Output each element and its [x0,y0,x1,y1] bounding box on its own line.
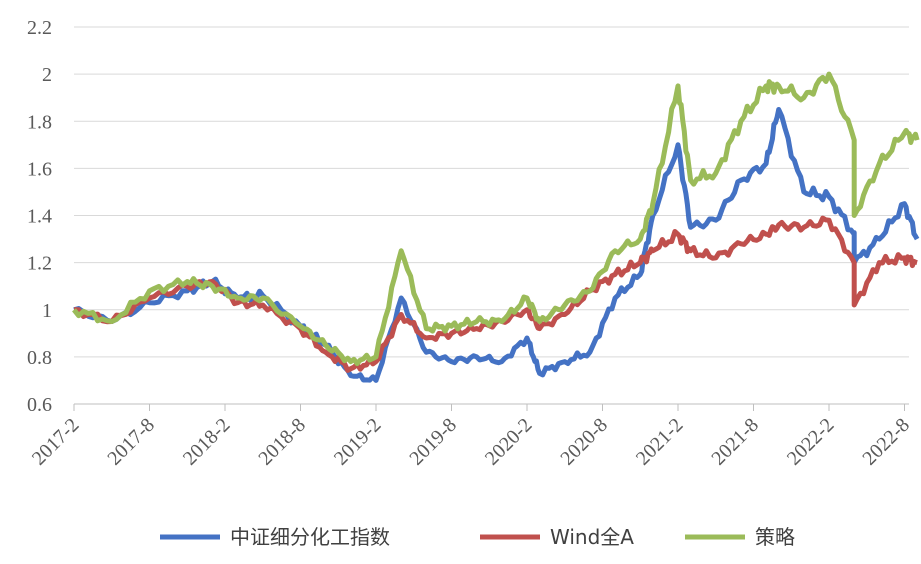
x-tick-label: 2022-8 [858,414,914,470]
legend: 中证细分化工指数 Wind全A 策略 [160,525,795,549]
y-tick-label: 1.8 [27,111,52,133]
legend-item: 中证细分化工指数 [160,525,390,549]
gridlines [74,26,909,405]
legend-label: 中证细分化工指数 [230,525,390,549]
y-tick-label: 1.2 [27,253,52,275]
plot-area [72,71,920,383]
y-tick-label: 2.2 [27,17,52,39]
x-axis: 2017-2 2017-8 2018-2 2018-8 2019-2 2019-8 2020… [28,403,914,470]
y-tick-label: 2 [42,64,52,86]
x-tick-label: 2019-2 [330,414,386,470]
y-axis: 0.6 0.8 1 1.2 1.4 1.6 1.8 2 2.2 [27,17,52,416]
x-tick-label: 2020-8 [556,414,612,470]
y-tick-label: 0.8 [27,347,52,369]
x-tick-label: 2021-2 [632,414,688,470]
legend-item: Wind全A [480,525,634,549]
legend-label: 策略 [755,525,795,549]
x-tick-label: 2018-2 [179,414,235,470]
x-tick-label: 2021-8 [707,414,763,470]
series-line [72,71,920,367]
y-tick-label: 0.6 [27,394,52,416]
x-tick-label: 2018-8 [254,414,310,470]
y-tick-label: 1 [42,300,52,322]
legend-label: Wind全A [550,525,634,549]
y-tick-label: 1.6 [27,158,52,180]
x-tick-label: 2020-2 [481,414,537,470]
y-tick-label: 1.4 [27,206,52,228]
series-line [74,215,918,373]
legend-item: 策略 [685,525,795,549]
x-tick-label: 2019-8 [405,414,461,470]
x-tick-label: 2017-2 [28,414,84,470]
series-line [73,107,920,383]
x-tick-label: 2022-2 [783,414,839,470]
x-tick-label: 2017-8 [103,414,159,470]
